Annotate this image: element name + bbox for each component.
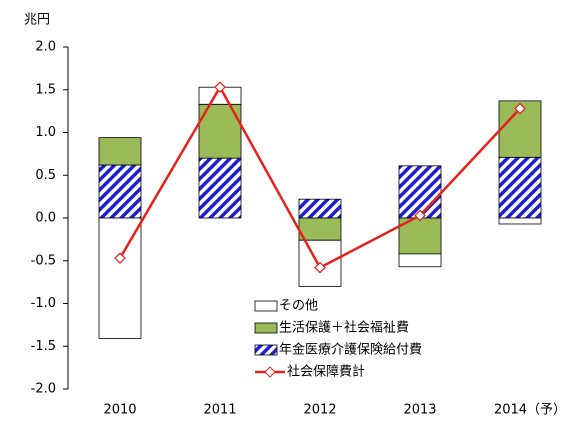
bar [498, 156, 542, 219]
bar [98, 164, 142, 219]
y-tick-label: 1.0 [35, 125, 56, 140]
x-tick-label: 2011 [203, 403, 236, 418]
line-marker [414, 209, 426, 222]
y-tick-label: -0.5 [31, 253, 56, 268]
y-tick-label: -2.0 [31, 382, 56, 397]
unit-label: 兆円 [24, 13, 50, 28]
line-marker [514, 102, 526, 115]
bar [298, 217, 342, 241]
bar [498, 217, 542, 225]
legend-swatch [254, 344, 278, 356]
bar [398, 253, 442, 268]
line-marker [214, 81, 226, 94]
line-marker [314, 261, 326, 274]
bar [298, 198, 342, 219]
bar [198, 157, 242, 219]
legend-marker [264, 366, 276, 378]
x-tick-label: 2013 [403, 403, 436, 418]
y-tick-label: 1.5 [35, 82, 56, 97]
x-tick-label: 2014（予） [494, 403, 566, 418]
line-marker [114, 252, 126, 265]
bar [98, 217, 142, 339]
legend-label: 社会保障費計 [287, 364, 365, 380]
y-tick-label: 0.0 [35, 211, 56, 226]
y-tick-label: -1.5 [31, 339, 56, 354]
bar [398, 165, 442, 219]
legend-label: その他 [279, 299, 318, 314]
legend-label: 年金医療介護保険給付費 [279, 342, 422, 358]
x-tick-label: 2012 [303, 403, 336, 418]
y-tick-label: 2.0 [35, 40, 56, 55]
bar [98, 137, 142, 166]
legend-swatch [254, 322, 278, 334]
x-tick-label: 2010 [103, 403, 136, 418]
y-tick-label: 0.5 [35, 168, 56, 183]
legend-label: 生活保護＋社会福祉費 [279, 320, 409, 336]
legend-swatch [254, 300, 278, 312]
y-tick-label: -1.0 [31, 296, 56, 311]
